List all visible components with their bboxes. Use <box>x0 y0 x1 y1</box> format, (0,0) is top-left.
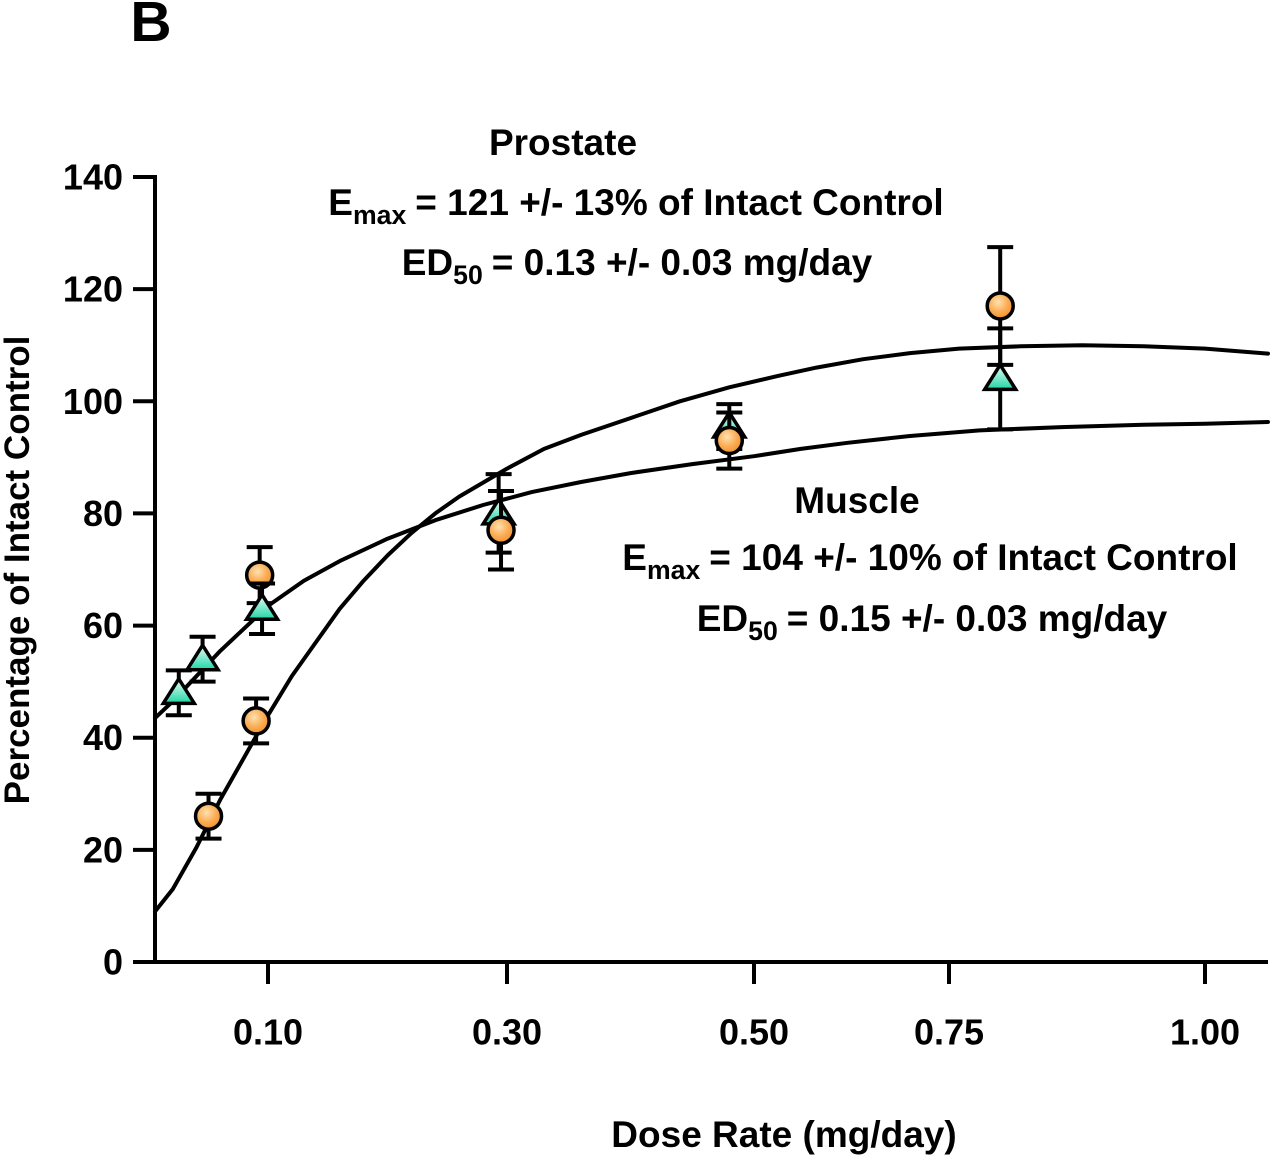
y-tick-label: 120 <box>63 269 123 310</box>
muscle-point <box>160 675 198 706</box>
emax-symbol: E <box>622 537 647 578</box>
ed50-symbol: ED <box>696 598 749 639</box>
panel-label: B <box>130 0 172 54</box>
muscle-ed50-line: ED50 = 0.15 +/- 0.03 mg/day <box>696 598 1168 644</box>
emax-symbol: E <box>328 182 353 223</box>
x-axis-title: Dose Rate (mg/day) <box>611 1114 957 1155</box>
x-tick-label: 0.75 <box>914 1012 984 1053</box>
prostate-point <box>193 801 224 831</box>
ed50-subscript: 50 <box>453 259 483 290</box>
y-tick-label: 20 <box>83 829 123 870</box>
prostate-point <box>486 515 516 545</box>
prostate-point <box>714 425 745 456</box>
ed50-value: = 0.15 +/- 0.03 mg/day <box>786 598 1168 639</box>
y-tick-label: 80 <box>83 493 123 534</box>
muscle-point <box>981 361 1019 392</box>
prostate-point <box>985 291 1015 321</box>
y-tick-label: 60 <box>83 605 123 646</box>
ed50-subscript: 50 <box>748 615 778 646</box>
y-axis-title: Percentage of Intact Control <box>0 335 37 805</box>
y-tick-label: 40 <box>83 717 123 758</box>
x-tick-label: 0.10 <box>233 1012 303 1053</box>
prostate-ed50-line: ED50 = 0.13 +/- 0.03 mg/day <box>401 242 873 288</box>
emax-value: = 104 +/- 10% of Intact Control <box>709 537 1238 578</box>
prostate-point <box>241 706 271 736</box>
muscle-point <box>183 641 222 672</box>
emax-subscript: max <box>352 199 407 230</box>
y-tick-label: 100 <box>63 381 123 422</box>
ed50-symbol: ED <box>401 242 454 283</box>
prostate-annotation-title: Prostate <box>488 122 638 163</box>
emax-value: = 121 +/- 13% of Intact Control <box>415 182 944 223</box>
x-tick-label: 0.30 <box>472 1012 542 1053</box>
ed50-value: = 0.13 +/- 0.03 mg/day <box>491 242 873 283</box>
prostate-emax-line: Emax = 121 +/- 13% of Intact Control <box>328 182 944 228</box>
muscle-point <box>243 591 281 621</box>
muscle-annotation-title: Muscle <box>794 480 920 521</box>
muscle-emax-line: Emax = 104 +/- 10% of Intact Control <box>622 537 1238 583</box>
x-tick-label: 0.50 <box>719 1012 789 1053</box>
emax-subscript: max <box>646 554 701 585</box>
y-tick-label: 140 <box>63 157 123 198</box>
x-tick-label: 1.00 <box>1170 1012 1240 1053</box>
y-tick-label: 0 <box>103 942 123 983</box>
